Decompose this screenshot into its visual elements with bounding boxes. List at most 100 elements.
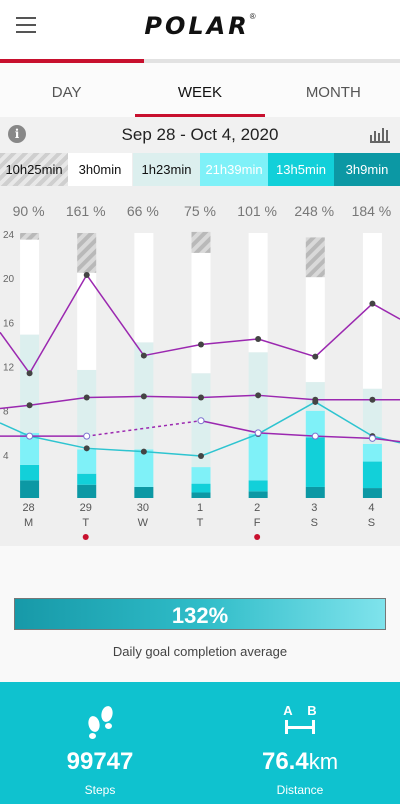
a-b-distance-icon: A B	[283, 703, 317, 734]
trend-line-segment	[86, 447, 144, 453]
y-tick-label: 16	[3, 318, 15, 329]
trend-line-segment	[143, 395, 202, 399]
x-tick-weekday: T	[82, 517, 89, 529]
trend-line-segment	[29, 435, 87, 450]
trend-line-point	[197, 417, 205, 425]
trend-line-segment	[0, 331, 31, 374]
bar-segment-moderate	[191, 467, 211, 484]
trend-line-point	[255, 392, 262, 399]
y-tick-label: 8	[3, 407, 9, 418]
tab-month[interactable]: MONTH	[305, 84, 361, 101]
bar-segment-light	[305, 382, 325, 411]
duration-light: 1 h 23 min	[133, 153, 200, 186]
bar-segment-light	[20, 334, 40, 433]
trend-line-segment	[257, 338, 316, 358]
bar-segment-sedentary	[191, 252, 211, 374]
bar-segment-moderate	[20, 432, 40, 465]
bar-segment-intense	[20, 480, 40, 498]
trend-line-point	[140, 448, 147, 455]
trend-line-point	[255, 336, 262, 342]
trend-line-point	[369, 300, 376, 307]
trend-line-point	[140, 352, 147, 359]
trend-line-segment	[372, 437, 400, 443]
trend-line-point	[198, 341, 204, 348]
bar-segment-vigorous	[77, 473, 97, 485]
trend-line-point	[198, 394, 204, 401]
duration-sedentary: 3 h 0 min	[68, 153, 133, 186]
duration-moderate: 21 h 39 min	[200, 153, 268, 186]
trend-line-segment	[0, 422, 30, 437]
trend-line-point	[311, 432, 319, 440]
x-tick-weekday: T	[197, 517, 204, 529]
trend-line-point	[83, 432, 91, 440]
y-tick-label: 4	[3, 451, 9, 462]
bar-segment-sedentary	[77, 272, 97, 370]
trend-line-segment	[258, 394, 316, 401]
footprints-icon	[88, 706, 113, 739]
trend-line-point	[26, 432, 34, 440]
duration-vigorous: 13 h 5 min	[268, 153, 334, 186]
bar-segment-moderate	[248, 433, 268, 481]
goal-average-bar: 132%	[14, 598, 386, 630]
steps-value: 99747	[66, 748, 134, 775]
goal-percent-label: 184 %	[352, 203, 392, 219]
chart-svg: 90 % 161 % 66 % 75 % 101 % 248 % 184 %48121620…	[0, 203, 400, 540]
x-tick-weekday: S	[368, 517, 375, 529]
bar-segment-sedentary	[134, 233, 154, 343]
x-tick-day: 1	[197, 502, 203, 514]
bar-segment-vigorous	[362, 461, 382, 489]
trend-line-segment	[0, 404, 30, 410]
bar-segment-sleep	[191, 231, 211, 253]
date-range[interactable]: Sep 28 - Oct 4, 2020	[121, 125, 279, 144]
goal-average-label: Daily goal completion average	[112, 644, 288, 659]
svg-text:A: A	[283, 703, 293, 718]
app-header: POLAR®	[0, 0, 400, 58]
goal-average-section: 132% Daily goal completion average	[0, 546, 400, 682]
summary-panel: 99747 Steps A B 76.4km Distance	[0, 682, 400, 804]
duration-sleep: 10 h 25 min	[0, 153, 68, 186]
period-tabs: DAY WEEK MONTH	[0, 63, 400, 117]
y-tick-label: 24	[3, 230, 15, 241]
trend-line-segment	[143, 343, 202, 357]
tab-week[interactable]: WEEK	[133, 63, 266, 117]
bar-segment-sedentary	[362, 233, 382, 389]
duration-intense: 3 h 9 min	[334, 153, 400, 186]
goal-percent-label: 90 %	[13, 203, 45, 219]
bar-segment-intense	[191, 492, 211, 498]
bar-segment-vigorous	[248, 480, 268, 492]
tab-day[interactable]: DAY	[51, 84, 82, 101]
x-tick-weekday: W	[138, 517, 149, 529]
y-tick-label: 20	[3, 274, 15, 285]
trend-line-segment	[314, 401, 373, 437]
x-tick-day: 28	[22, 502, 34, 514]
trend-line-segment	[86, 274, 145, 356]
bar-segment-intense	[77, 484, 97, 498]
bar-segment-moderate	[362, 443, 382, 462]
goal-percent-label: 66 %	[127, 203, 159, 219]
date-row: i Sep 28 - Oct 4, 2020	[0, 117, 400, 153]
trend-line-segment	[28, 274, 88, 374]
trend-line-segment	[86, 395, 144, 399]
x-tick-day: 4	[368, 502, 374, 514]
hamburger-menu-icon[interactable]	[16, 17, 38, 35]
trend-line-point	[26, 402, 33, 409]
top-progress-bar	[0, 59, 400, 63]
trend-line-segment	[200, 338, 259, 346]
bar-segment-sleep	[77, 233, 97, 273]
goal-average-value: 132%	[171, 603, 229, 628]
trend-line-segment	[200, 394, 259, 399]
trend-line-point	[369, 396, 376, 403]
day-marker-dot	[82, 534, 89, 540]
bar-segment-vigorous	[305, 437, 325, 487]
trend-line-segment	[29, 396, 87, 406]
goal-percent-label: 161 %	[66, 203, 106, 219]
bar-segment-vigorous	[191, 483, 211, 493]
info-icon[interactable]: i	[8, 125, 26, 143]
bar-segment-intense	[248, 491, 268, 498]
bar-chart-icon[interactable]	[370, 127, 390, 143]
goal-percent-label: 101 %	[237, 203, 277, 219]
bar-segment-sleep	[20, 233, 40, 240]
trend-line-segment	[200, 433, 259, 457]
weekly-activity-chart[interactable]: 90 % 161 % 66 % 75 % 101 % 248 % 184 % 4 8 12 16 20…	[0, 186, 400, 546]
bar-segment-intense	[134, 486, 154, 498]
